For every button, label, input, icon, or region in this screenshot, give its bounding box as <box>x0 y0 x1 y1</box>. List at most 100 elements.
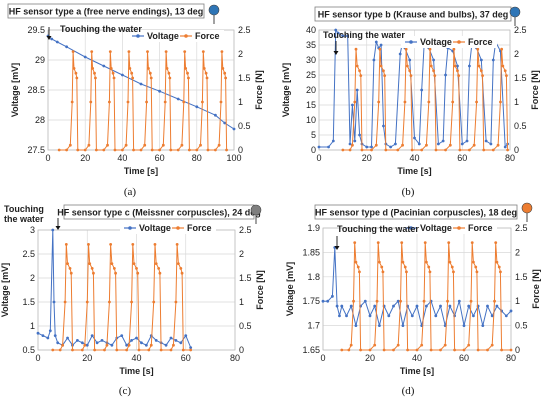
y-right-tick-label: 0 <box>515 345 520 355</box>
chart-panel-a: 0 20 40 60 80 100 27.5 28 28.5 29 29.5 0 0.5 1 1.5 2 2.5… <box>0 0 275 185</box>
data-point-voltage <box>174 339 178 342</box>
data-point-force <box>108 50 112 53</box>
data-point-force <box>443 343 447 347</box>
data-point-force <box>341 148 345 152</box>
data-point-force <box>163 100 167 104</box>
data-point-voltage <box>401 324 405 327</box>
legend: Voltage Force <box>120 222 216 234</box>
data-point-force <box>87 143 91 147</box>
data-point-voltage <box>102 64 106 68</box>
data-point-force <box>130 300 133 304</box>
data-point-force <box>75 76 79 80</box>
data-point-force <box>176 262 180 265</box>
y-left-tick-label: 28.5 <box>27 85 45 95</box>
data-point-force <box>428 47 432 51</box>
chart-a-svg: 0 20 40 60 80 100 27.5 28 28.5 29 29.5 0 0.5 1 1.5 2 2.5… <box>7 3 264 176</box>
data-point-voltage <box>326 299 330 303</box>
data-point-voltage <box>90 334 94 337</box>
data-point-voltage <box>331 294 334 298</box>
data-point-force <box>168 76 172 80</box>
data-point-force <box>434 148 438 152</box>
data-point-force <box>408 69 412 73</box>
data-point-force <box>149 343 153 347</box>
data-point-force <box>186 71 189 75</box>
data-point-force <box>92 271 95 275</box>
data-point-force <box>91 67 95 70</box>
x-tick-label: 40 <box>117 153 127 163</box>
data-point-force <box>380 265 384 269</box>
x-axis-label: Time [s] <box>124 166 158 176</box>
data-point-force <box>476 47 480 51</box>
y-right-tick-label: 2 <box>238 49 243 59</box>
series-markers-force <box>340 241 513 352</box>
series-markers-force <box>341 47 510 152</box>
data-point-force <box>189 348 193 352</box>
legend: Voltage Force <box>401 222 497 234</box>
data-point-voltage <box>52 300 56 304</box>
data-point-voltage <box>317 145 321 149</box>
x-tick-label: 40 <box>412 353 422 363</box>
data-point-voltage <box>65 45 68 49</box>
series-line-force <box>52 244 191 351</box>
data-point-force <box>148 71 152 75</box>
data-point-voltage <box>481 324 485 327</box>
data-point-voltage <box>509 309 513 313</box>
data-point-voltage <box>169 336 173 340</box>
chart-title-box: HF sensor type b (Krause and bulbs), 37 … <box>314 6 512 22</box>
x-tick-label: 0 <box>320 353 325 363</box>
data-point-voltage <box>36 331 40 335</box>
x-tick-label: 80 <box>506 353 516 363</box>
data-point-force <box>472 143 476 147</box>
data-point-voltage <box>444 73 447 77</box>
data-point-voltage <box>378 324 381 327</box>
data-point-force <box>370 148 373 152</box>
legend-swatch-marker <box>457 40 461 44</box>
data-point-voltage <box>158 89 162 93</box>
legend-label: Voltage <box>420 223 452 233</box>
data-point-force <box>378 47 382 51</box>
data-point-voltage <box>408 58 412 62</box>
gridlines <box>47 29 235 151</box>
data-point-force <box>506 148 510 152</box>
y-right-tick-label: 1 <box>239 297 244 307</box>
data-point-force <box>153 243 157 246</box>
data-point-force <box>143 143 147 147</box>
series-line-force <box>341 242 511 351</box>
data-point-force <box>223 71 227 75</box>
y-right-tick-label: 2.5 <box>238 25 251 35</box>
data-point-voltage <box>462 324 466 327</box>
legend-label: Force <box>468 223 493 233</box>
data-point-voltage <box>189 346 193 349</box>
chart-panel-c: 0 20 40 60 80 0.5 1 1.5 2 2.5 3 0 0.5 1 1.5 2 2.5 Time [s… <box>0 200 275 383</box>
data-point-force <box>479 69 483 73</box>
data-point-voltage <box>55 40 59 44</box>
data-point-force <box>451 100 455 104</box>
data-point-force <box>375 299 379 303</box>
data-point-force <box>399 299 402 303</box>
data-point-voltage <box>130 339 133 342</box>
data-point-force <box>505 74 508 77</box>
series-markers-force <box>57 50 228 152</box>
data-point-force <box>220 50 224 53</box>
y-left-tick-label: 35 <box>306 40 316 50</box>
y-right-tick-label: 0.5 <box>239 321 252 331</box>
data-point-force <box>448 143 452 147</box>
data-point-force <box>376 241 380 245</box>
y-right-tick-label: 1.5 <box>514 73 527 83</box>
y-right-axis-label: Force [N] <box>530 70 540 110</box>
gridlines <box>322 227 512 351</box>
data-point-force <box>51 348 55 352</box>
data-point-voltage <box>490 314 494 318</box>
y-right-tick-label: 0 <box>514 145 519 155</box>
annotation-arrowhead <box>334 246 340 250</box>
data-point-voltage <box>417 142 421 146</box>
sensor-icon-head <box>509 6 521 18</box>
data-point-force <box>382 348 386 352</box>
data-point-force <box>94 148 98 152</box>
data-point-force <box>486 348 489 352</box>
data-point-force <box>174 300 178 304</box>
data-point-force <box>109 243 113 246</box>
y-left-tick-label: 1.8 <box>307 272 320 282</box>
data-point-voltage <box>372 58 376 62</box>
data-point-voltage <box>48 329 52 333</box>
